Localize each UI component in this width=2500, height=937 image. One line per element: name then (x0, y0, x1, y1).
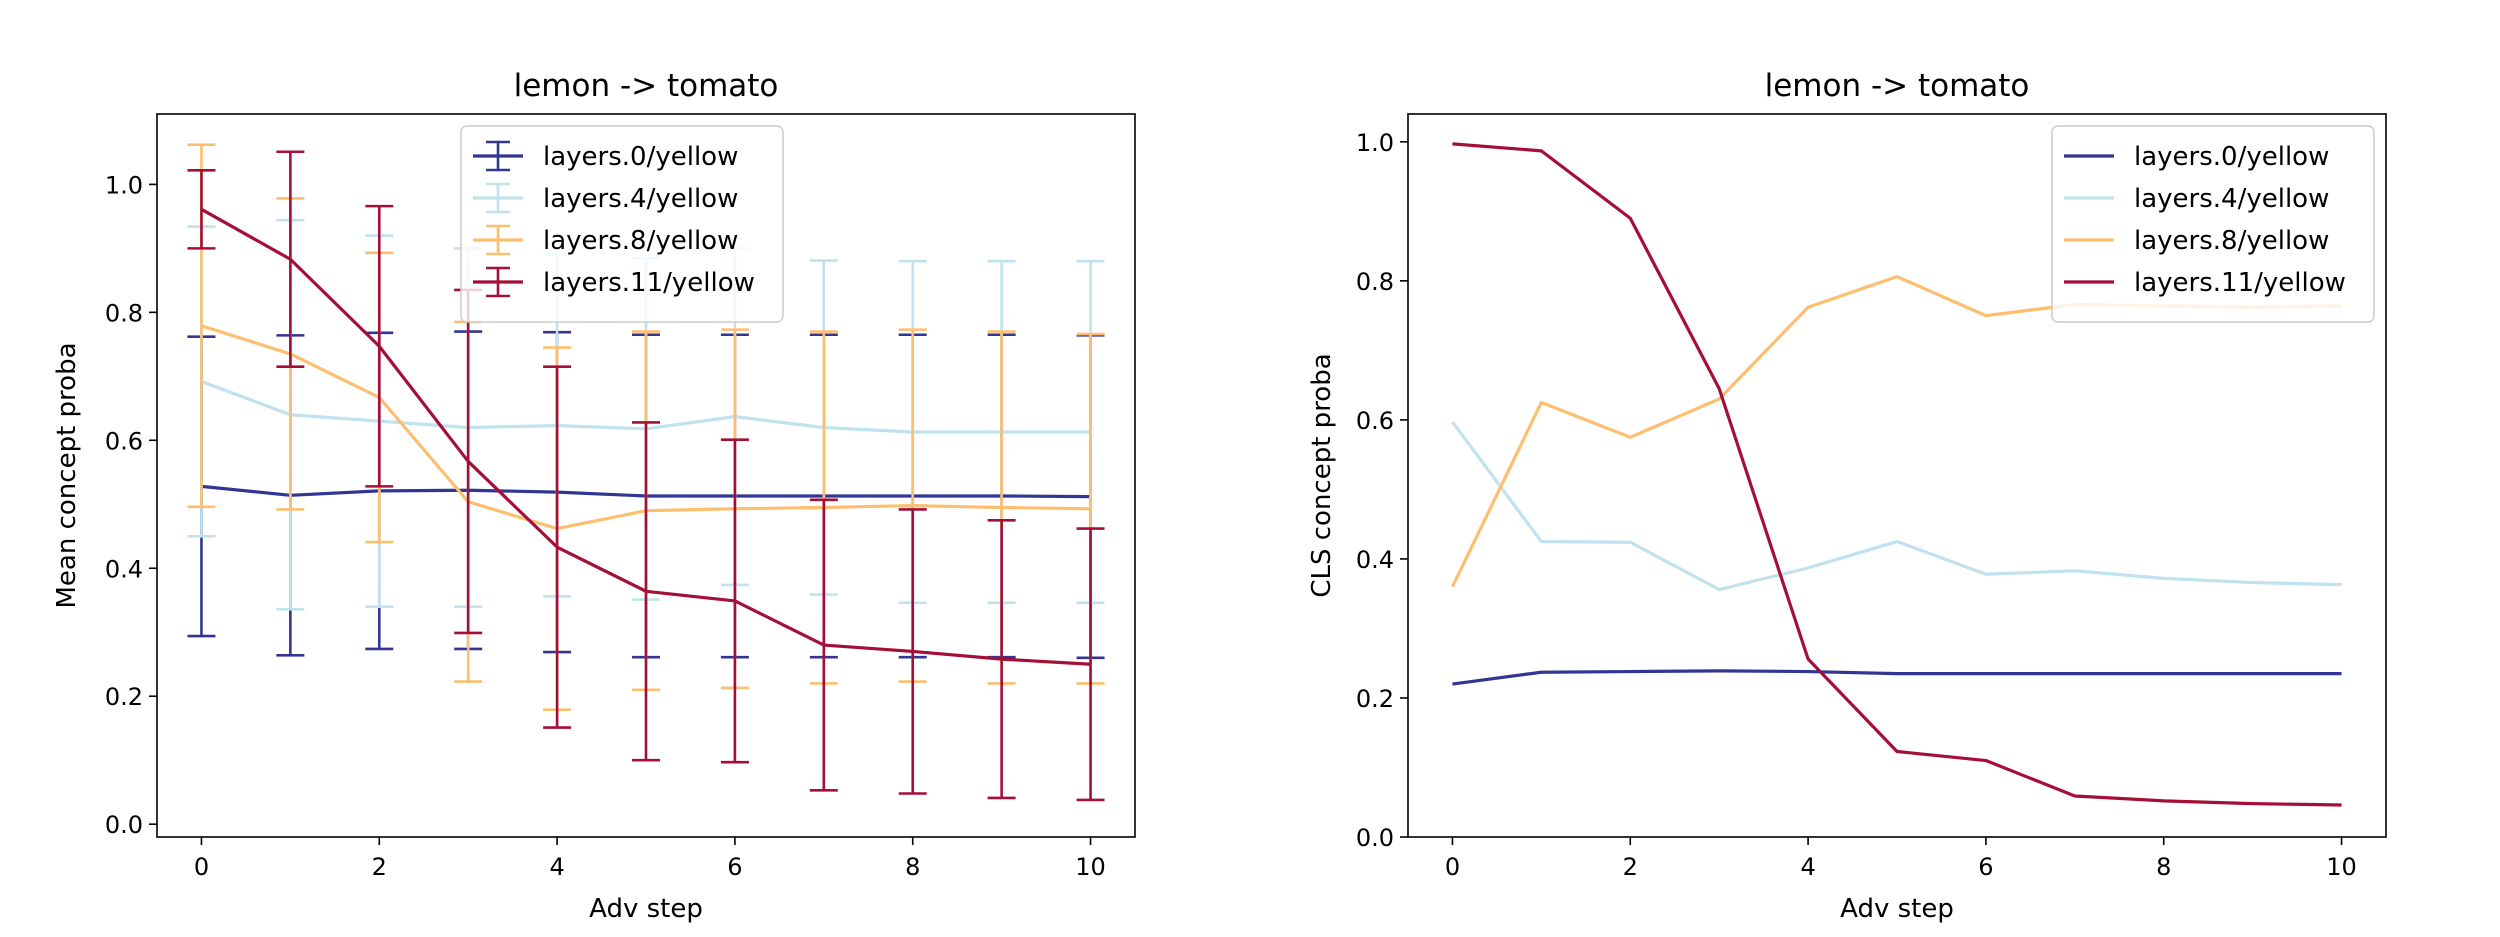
x-tick-label: 8 (2156, 853, 2171, 881)
legend-item: layers.8/yellow (473, 224, 738, 256)
chart-title: lemon -> tomato (1765, 68, 2030, 104)
chart-cls-concept-proba: lemon -> tomato 0 2 4 6 8 10 0.0 0.2 0.4 0.6 0.8 1.0… (1307, 68, 2387, 924)
x-tick-label: 10 (2326, 853, 2357, 881)
legend-label: layers.8/yellow (543, 226, 738, 256)
legend-label: layers.0/yellow (2134, 142, 2329, 172)
x-tick-label: 4 (1800, 853, 1815, 881)
series-line (1452, 142, 2342, 807)
legend: layers.0/yellow layers.4/yellow layers.8/y… (2051, 125, 2375, 323)
series-line (1451, 421, 2342, 592)
y-tick-label: 0.2 (1356, 685, 1394, 713)
legend-item: layers.4/yellow (473, 182, 738, 214)
x-tick-label: 8 (905, 853, 920, 881)
axes-frame (1407, 113, 2387, 838)
x-axis-label: Adv step (589, 894, 703, 924)
y-tick-label: 0.4 (105, 555, 143, 583)
chart-title: lemon -> tomato (514, 68, 779, 104)
y-tick-label: 0.0 (105, 811, 143, 839)
legend-item: layers.0/yellow (473, 140, 738, 172)
series-line (1452, 669, 2342, 686)
x-tick-label: 6 (727, 853, 742, 881)
chart-mean-concept-proba: lemon -> tomato 0 2 4 6 8 10 0.0 0.2 0.4 0.6 0.8 1.0… (52, 68, 1136, 924)
legend-item: layers.4/yellow (2064, 184, 2329, 214)
x-axis-label: Adv step (1840, 894, 1954, 924)
y-axis-label: Mean concept proba (52, 342, 82, 608)
y-tick-label: 0.8 (105, 299, 143, 327)
legend-item: layers.11/yellow (473, 266, 755, 298)
legend-item: layers.0/yellow (2064, 142, 2329, 172)
axes-frame (156, 113, 1136, 838)
legend: layers.0/yellow layers.4/yellow layers.8/y… (460, 125, 784, 323)
y-tick-label: 0.8 (1356, 268, 1394, 296)
legend-label: layers.4/yellow (2134, 184, 2329, 214)
x-tick-label: 4 (549, 853, 564, 881)
y-tick-label: 0.4 (1356, 546, 1394, 574)
y-tick-label: 0.6 (1356, 407, 1394, 435)
series-line (200, 207, 1091, 666)
x-tick-label: 2 (372, 853, 387, 881)
series-layers-11-yellow (187, 150, 1105, 802)
y-tick-label: 0.2 (105, 683, 143, 711)
legend-frame (2051, 125, 2375, 323)
legend-item: layers.11/yellow (2064, 268, 2346, 298)
series-layers-4-yellow (1451, 421, 2342, 592)
series-layers-11-yellow (1452, 142, 2342, 807)
x-tick-label: 10 (1075, 853, 1106, 881)
x-tick-label: 0 (194, 853, 209, 881)
y-axis-label: CLS concept proba (1307, 353, 1337, 597)
legend-label: layers.4/yellow (543, 184, 738, 214)
y-tick-label: 0.6 (105, 427, 143, 455)
legend-label: layers.11/yellow (543, 268, 755, 298)
x-tick-label: 6 (1978, 853, 1993, 881)
legend-label: layers.8/yellow (2134, 226, 2329, 256)
y-tick-label: 1.0 (105, 171, 143, 199)
legend-item: layers.8/yellow (2064, 226, 2329, 256)
x-tick-label: 0 (1445, 853, 1460, 881)
x-tick-label: 2 (1623, 853, 1638, 881)
legend-label: layers.0/yellow (543, 142, 738, 172)
y-tick-label: 1.0 (1356, 129, 1394, 157)
y-tick-label: 0.0 (1356, 824, 1394, 852)
legend-frame (460, 125, 784, 323)
plot-area (187, 143, 1105, 802)
legend-label: layers.11/yellow (2134, 268, 2346, 298)
series-layers-0-yellow (1452, 669, 2342, 686)
